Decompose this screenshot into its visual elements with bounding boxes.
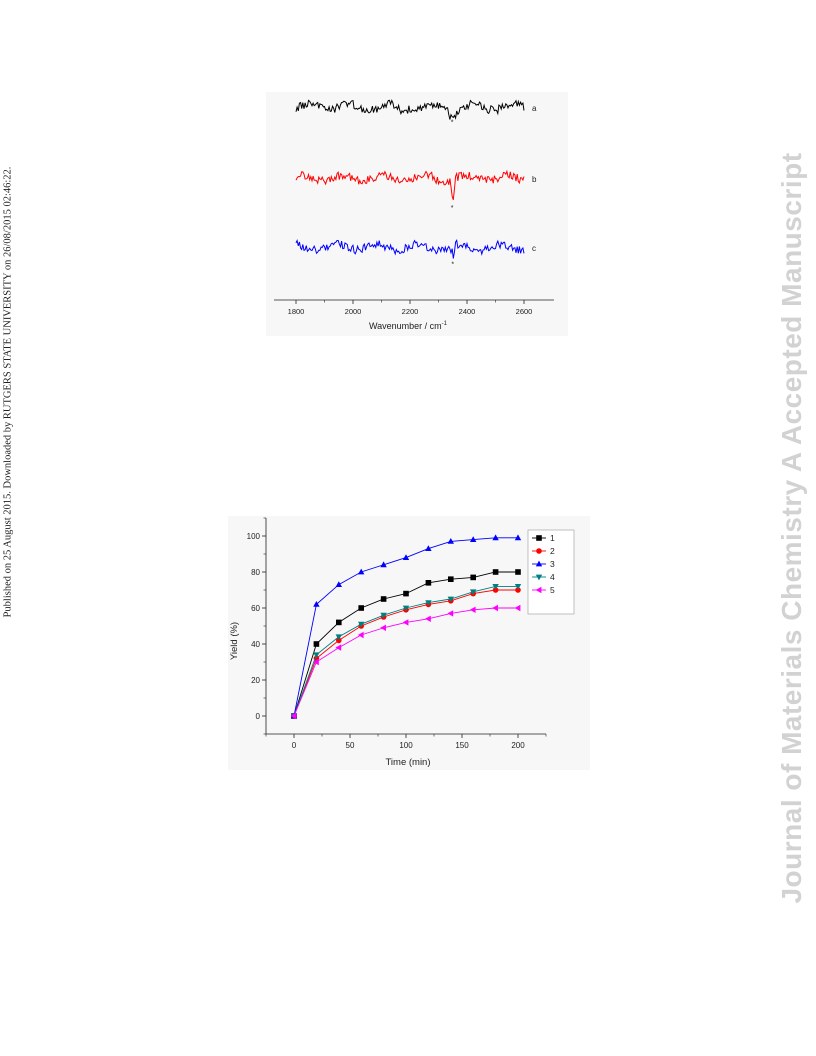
data-point-series-3 — [358, 568, 365, 575]
y-axis-title: Yield (%) — [229, 622, 240, 660]
data-point-series-1 — [336, 619, 342, 626]
x-tick-label: 2400 — [459, 307, 476, 316]
series-line-3 — [293, 537, 518, 717]
data-point-series-3 — [425, 545, 432, 551]
asterisk-marker-c: * — [451, 261, 454, 268]
yield-time-figure: 0 50 100 150 200 0 20 40 60 80 100 Time (min) Yield … — [228, 516, 590, 770]
spectrum-line-a — [295, 99, 525, 120]
legend-label-3: 3 — [550, 559, 555, 569]
data-point-series-4 — [358, 621, 365, 628]
data-point-series-1 — [492, 569, 499, 575]
data-point-series-5 — [313, 658, 319, 666]
x-tick-label: 50 — [346, 741, 355, 750]
data-point-series-1 — [313, 641, 320, 647]
data-point-series-4 — [514, 584, 522, 590]
asterisk-marker-b: * — [451, 205, 454, 212]
x-tick-label: 0 — [292, 741, 297, 750]
data-point-series-4 — [402, 605, 410, 612]
data-point-series-4 — [313, 652, 320, 659]
y-tick-label: 20 — [251, 676, 260, 685]
data-point-series-3 — [313, 601, 320, 607]
legend-marker-3 — [535, 560, 543, 567]
data-point-series-3 — [380, 561, 387, 568]
yield-time-chart: 0 50 100 150 200 0 20 40 60 80 100 Time (min) Yield … — [229, 517, 575, 768]
data-point-series-1 — [470, 574, 476, 581]
data-point-series-5 — [447, 610, 454, 617]
journal-watermark: Journal of Materials Chemistry A Accepte… — [776, 152, 807, 904]
y-tick-label: 100 — [247, 532, 261, 541]
legend-label-1: 1 — [550, 533, 555, 543]
data-point-series-5 — [402, 619, 409, 626]
data-point-series-1 — [515, 569, 521, 575]
x-axis-title: Wavenumber / cm-1 — [369, 321, 448, 331]
ir-spectra-chart: a * b * c * 1800 2000 2200 2400 2600 Wavenumber / c… — [274, 99, 554, 331]
legend-marker-4 — [535, 574, 543, 581]
ir-spectra-figure: a * b * c * 1800 2000 2200 2400 2600 Wavenumber / c… — [266, 92, 568, 336]
data-point-series-2 — [492, 587, 499, 593]
x-tick-label: 100 — [399, 741, 413, 750]
data-point-series-4 — [380, 612, 387, 619]
y-tick-label: 0 — [256, 712, 261, 721]
data-point-series-5 — [425, 615, 431, 622]
spectrum-line-b — [295, 169, 525, 200]
y-tick-label: 40 — [251, 640, 260, 649]
spectrum-line-c — [295, 238, 525, 259]
x-tick-label: 200 — [511, 741, 525, 750]
data-point-series-4 — [425, 600, 432, 606]
legend-label-5: 5 — [550, 585, 555, 595]
legend-box — [527, 529, 575, 615]
x-axis-title: Time (min) — [385, 757, 430, 768]
legend-marker-2 — [536, 548, 542, 554]
data-point-series-4 — [470, 589, 477, 596]
data-point-series-4 — [447, 596, 454, 603]
data-point-series-2 — [336, 637, 342, 644]
data-point-series-1 — [425, 580, 432, 586]
legend-marker-1 — [536, 535, 542, 541]
data-point-series-3 — [447, 538, 454, 544]
data-point-series-3 — [514, 534, 522, 541]
data-point-series-5 — [492, 604, 498, 612]
spectrum-label-a: a — [532, 104, 537, 113]
data-point-series-4 — [335, 634, 342, 641]
data-point-series-5 — [469, 606, 476, 613]
x-tick-label: 2000 — [345, 307, 362, 316]
y-tick-label: 80 — [251, 568, 260, 577]
x-tick-label: 1800 — [288, 307, 305, 316]
data-point-series-1 — [380, 596, 387, 602]
data-point-series-1 — [448, 576, 454, 582]
data-point-series-3 — [335, 581, 342, 587]
legend-marker-5 — [535, 586, 542, 594]
data-point-series-5 — [335, 644, 342, 651]
data-point-series-1 — [403, 590, 409, 597]
data-point-series-3 — [402, 554, 410, 560]
legend-label-2: 2 — [550, 546, 555, 556]
data-point-series-2 — [515, 587, 521, 593]
x-tick-label: 150 — [455, 741, 469, 750]
spectrum-label-b: b — [532, 175, 537, 184]
x-axis-title-text: Wavenumber / cm — [369, 321, 442, 331]
x-axis-title-superscript: -1 — [442, 321, 448, 327]
y-tick-label: 60 — [251, 604, 260, 613]
publication-note: Published on 25 August 2015. Downloaded … — [0, 0, 16, 1056]
data-point-series-1 — [358, 605, 364, 611]
data-point-series-3 — [492, 534, 499, 541]
data-point-series-4 — [492, 584, 499, 590]
spectrum-label-c: c — [532, 244, 536, 253]
asterisk-marker-a: * — [451, 120, 454, 127]
x-tick-label: 2200 — [402, 307, 419, 316]
data-point-series-3 — [470, 536, 477, 542]
data-point-series-5 — [514, 604, 521, 612]
legend-label-4: 4 — [550, 572, 555, 582]
x-tick-label: 2600 — [516, 307, 533, 316]
data-point-series-5 — [357, 631, 364, 639]
data-point-series-5 — [290, 712, 297, 720]
publication-note-text: Published on 25 August 2015. Downloaded … — [2, 166, 14, 618]
data-point-series-5 — [380, 624, 386, 631]
